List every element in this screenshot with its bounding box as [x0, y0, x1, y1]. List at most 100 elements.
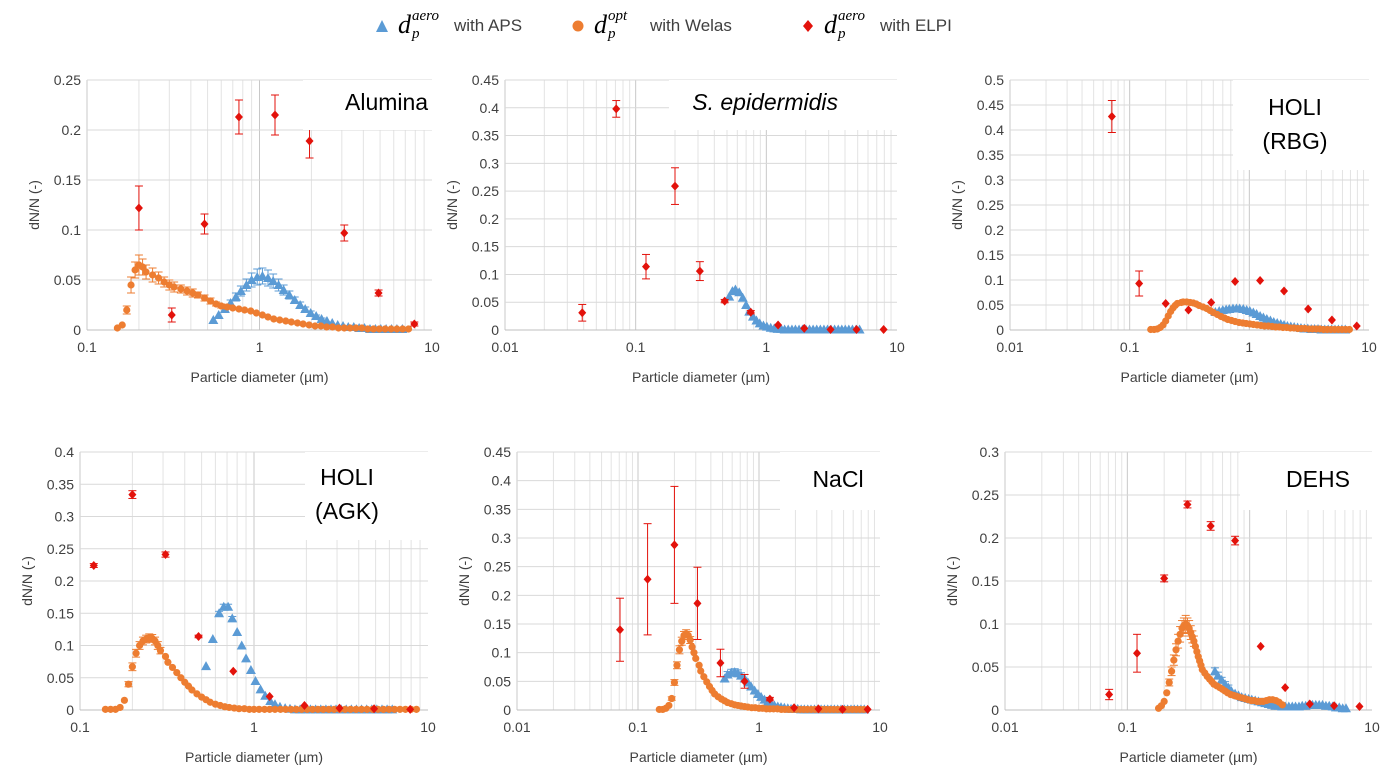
- data-point: [223, 303, 231, 311]
- data-point: [201, 661, 212, 671]
- data-point: [363, 705, 371, 713]
- y-tick-label: 0.15: [977, 247, 1004, 263]
- y-tick-label: 0.25: [977, 197, 1004, 213]
- data-point: [340, 324, 348, 332]
- y-tick-label: 0.2: [492, 587, 512, 603]
- data-point: [257, 271, 268, 280]
- data-point: [1280, 286, 1289, 296]
- data-point: [1278, 701, 1286, 709]
- data-point: [325, 705, 333, 713]
- chart-legend: d aero p with APS d opt p with Welas d aero p …: [0, 6, 1391, 46]
- y-tick-label: 0.3: [985, 172, 1005, 188]
- data-point: [412, 705, 421, 713]
- title-background: [1240, 452, 1372, 510]
- series-welas: [1154, 614, 1286, 712]
- x-tick-label: 10: [1361, 339, 1377, 355]
- y-axis-label: dN/N (-): [26, 180, 42, 230]
- chart-s-epidermidis: 0 0.05 0.1 0.15 0.2 0.25 0.3 0.35 0.4 0.45 0.01 0.1…: [444, 72, 905, 385]
- y-tick-label: 0.3: [980, 444, 1000, 460]
- data-point: [879, 324, 888, 334]
- data-point: [265, 691, 274, 701]
- data-point: [305, 136, 314, 146]
- y-tick-label: 0.45: [977, 97, 1004, 113]
- y-tick-label: 0.1: [985, 272, 1005, 288]
- data-point: [385, 705, 393, 713]
- data-point: [168, 663, 177, 672]
- data-point: [1183, 499, 1192, 509]
- data-point: [116, 703, 124, 712]
- legend-item-elpi: d aero p with ELPI: [800, 6, 952, 46]
- chart-nacl: 0 0.05 0.1 0.15 0.2 0.25 0.3 0.35 0.4 0.45 0.01 0.1…: [456, 444, 888, 765]
- data-point: [208, 315, 219, 324]
- y-tick-label: 0.1: [55, 638, 75, 654]
- data-point: [227, 613, 238, 623]
- data-point: [223, 601, 234, 611]
- data-point: [1105, 690, 1114, 700]
- data-point: [616, 625, 625, 635]
- y-tick-label: 0.2: [985, 222, 1005, 238]
- data-point: [292, 705, 300, 713]
- y-tick-label: 0: [66, 702, 74, 718]
- data-point: [406, 704, 415, 714]
- data-point: [234, 112, 243, 122]
- data-point: [200, 219, 209, 229]
- data-point: [357, 705, 366, 713]
- data-point: [693, 598, 702, 608]
- y-tick-label: 0.3: [480, 155, 500, 171]
- y-tick-label: 0.4: [55, 444, 75, 460]
- data-point: [737, 292, 748, 302]
- data-point: [341, 705, 349, 713]
- data-point: [230, 292, 241, 301]
- y-tick-label: 0: [73, 322, 81, 338]
- data-point: [282, 317, 290, 325]
- x-axis-label: Particle diameter (µm): [191, 369, 329, 385]
- data-point: [612, 104, 621, 114]
- data-point: [695, 661, 703, 669]
- data-point: [1256, 276, 1265, 285]
- y-tick-label: 0.2: [480, 211, 500, 227]
- data-point: [265, 695, 276, 705]
- data-point: [340, 228, 349, 238]
- data-point: [134, 203, 143, 213]
- data-point: [235, 305, 243, 313]
- x-tick-label: 0.1: [626, 339, 646, 355]
- data-point: [369, 325, 378, 333]
- data-point: [746, 307, 755, 317]
- data-point: [697, 667, 705, 675]
- data-point: [838, 704, 847, 714]
- y-tick-label: 0.35: [47, 476, 74, 492]
- data-point: [262, 273, 273, 282]
- data-point: [154, 274, 163, 282]
- chart-holi-rbg: 0 0.05 0.1 0.15 0.2 0.25 0.3 0.35 0.4 0.45 0.5 0.01…: [949, 72, 1377, 385]
- series-welas: [1147, 298, 1354, 334]
- y-tick-label: 0.2: [55, 573, 75, 589]
- y-tick-label: 0: [503, 702, 511, 718]
- data-point: [1174, 637, 1182, 645]
- data-point: [276, 705, 285, 713]
- x-tick-label: 0.01: [996, 339, 1023, 355]
- data-point: [170, 283, 178, 291]
- data-point: [1231, 536, 1240, 546]
- data-point: [1135, 279, 1144, 288]
- y-tick-label: 0.05: [472, 294, 499, 310]
- x-tick-label: 10: [420, 719, 436, 735]
- data-point: [271, 110, 280, 120]
- series-elpi: [89, 490, 415, 714]
- data-point: [232, 626, 243, 636]
- y-tick-label: 0: [491, 322, 499, 338]
- y-tick-label: 0.4: [480, 100, 500, 116]
- chart-title: HOLI: [320, 464, 374, 490]
- data-point: [317, 322, 325, 330]
- y-tick-label: 0.4: [492, 473, 512, 489]
- data-point: [668, 694, 676, 703]
- x-tick-label: 10: [872, 719, 888, 735]
- data-point: [120, 696, 129, 704]
- data-point: [740, 676, 749, 686]
- title-background: [780, 452, 880, 510]
- data-point: [246, 275, 257, 284]
- data-point: [1107, 112, 1116, 121]
- y-tick-label: 0.25: [484, 559, 511, 575]
- y-tick-label: 0.15: [472, 239, 499, 255]
- y-tick-label: 0.25: [972, 487, 999, 503]
- data-point: [161, 652, 170, 661]
